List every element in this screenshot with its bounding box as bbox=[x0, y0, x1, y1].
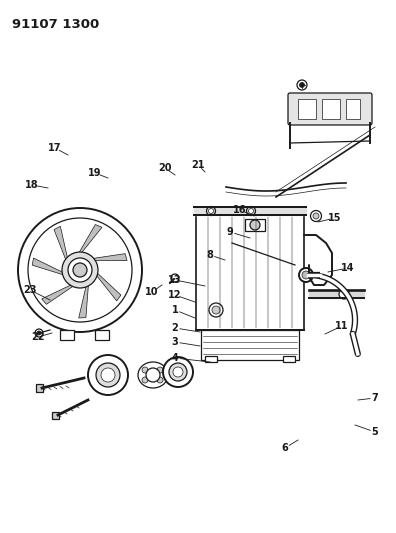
Circle shape bbox=[206, 206, 215, 215]
Bar bbox=[245, 219, 265, 231]
Text: 17: 17 bbox=[48, 143, 62, 153]
Text: 8: 8 bbox=[207, 250, 213, 260]
Polygon shape bbox=[42, 283, 77, 304]
Circle shape bbox=[101, 368, 115, 382]
Circle shape bbox=[146, 368, 160, 382]
Text: 6: 6 bbox=[282, 443, 288, 453]
Circle shape bbox=[299, 268, 313, 282]
Circle shape bbox=[142, 377, 148, 383]
Bar bbox=[322, 99, 340, 119]
Text: 18: 18 bbox=[25, 180, 39, 190]
Circle shape bbox=[28, 218, 132, 322]
Text: 20: 20 bbox=[158, 163, 172, 173]
Text: 14: 14 bbox=[341, 263, 355, 273]
Circle shape bbox=[310, 211, 322, 222]
Text: 21: 21 bbox=[191, 160, 205, 170]
Bar bbox=[196, 215, 304, 330]
Text: 11: 11 bbox=[335, 321, 349, 331]
Circle shape bbox=[209, 303, 223, 317]
Text: 9: 9 bbox=[227, 227, 233, 237]
Circle shape bbox=[163, 357, 193, 387]
Circle shape bbox=[297, 80, 307, 90]
Circle shape bbox=[339, 289, 349, 299]
Circle shape bbox=[88, 355, 128, 395]
Bar bbox=[52, 412, 59, 419]
Bar bbox=[205, 356, 217, 362]
Circle shape bbox=[68, 258, 92, 282]
Text: 13: 13 bbox=[168, 275, 182, 285]
Bar bbox=[60, 330, 74, 340]
FancyBboxPatch shape bbox=[288, 93, 372, 125]
Circle shape bbox=[299, 83, 305, 87]
Circle shape bbox=[173, 367, 183, 377]
Text: 23: 23 bbox=[23, 285, 37, 295]
Text: 22: 22 bbox=[31, 332, 45, 342]
Circle shape bbox=[96, 363, 120, 387]
Polygon shape bbox=[32, 258, 67, 276]
Text: 15: 15 bbox=[328, 213, 342, 223]
Text: 2: 2 bbox=[171, 323, 178, 333]
Text: 3: 3 bbox=[171, 337, 178, 347]
Text: 5: 5 bbox=[371, 427, 378, 437]
Text: 4: 4 bbox=[171, 353, 178, 363]
Text: 91107 1300: 91107 1300 bbox=[12, 18, 99, 31]
Polygon shape bbox=[89, 254, 127, 261]
Circle shape bbox=[142, 367, 148, 373]
Circle shape bbox=[18, 208, 142, 332]
Bar bbox=[36, 384, 43, 392]
Circle shape bbox=[73, 263, 87, 277]
Text: 10: 10 bbox=[145, 287, 159, 297]
Circle shape bbox=[249, 208, 253, 214]
Circle shape bbox=[37, 331, 41, 335]
Circle shape bbox=[157, 367, 163, 373]
Circle shape bbox=[157, 377, 163, 383]
Bar bbox=[283, 356, 295, 362]
Circle shape bbox=[35, 329, 43, 337]
Circle shape bbox=[302, 271, 310, 279]
Circle shape bbox=[313, 213, 319, 219]
Circle shape bbox=[246, 206, 255, 215]
Circle shape bbox=[212, 306, 220, 314]
Text: 12: 12 bbox=[168, 290, 182, 300]
Text: 1: 1 bbox=[171, 305, 178, 315]
Circle shape bbox=[171, 274, 179, 282]
Bar bbox=[201, 330, 299, 360]
Bar bbox=[298, 99, 316, 119]
Text: 19: 19 bbox=[88, 168, 102, 178]
Text: 16: 16 bbox=[233, 205, 247, 215]
Circle shape bbox=[62, 252, 98, 288]
Bar bbox=[346, 99, 360, 119]
Circle shape bbox=[169, 363, 187, 381]
Bar bbox=[95, 330, 109, 340]
Polygon shape bbox=[94, 270, 121, 301]
Circle shape bbox=[250, 220, 260, 230]
Polygon shape bbox=[77, 224, 102, 256]
Text: 7: 7 bbox=[371, 393, 378, 403]
Polygon shape bbox=[54, 226, 69, 264]
Ellipse shape bbox=[138, 362, 168, 388]
Polygon shape bbox=[79, 281, 89, 318]
Circle shape bbox=[209, 208, 213, 214]
